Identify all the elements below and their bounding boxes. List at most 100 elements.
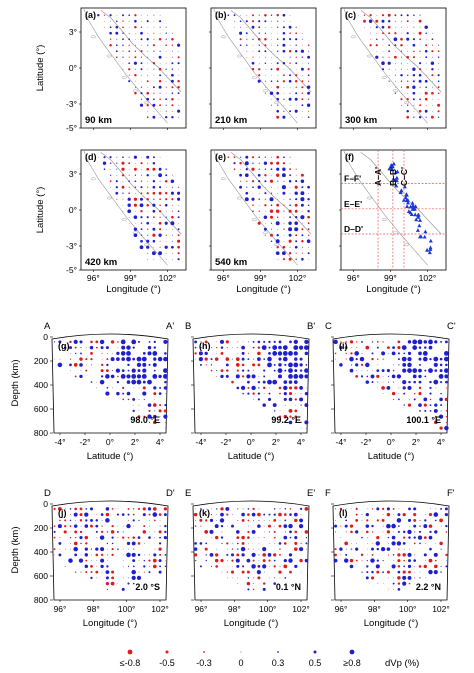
- velocity-dot: [70, 370, 71, 371]
- velocity-dot: [277, 374, 283, 379]
- velocity-dot: [382, 381, 384, 383]
- velocity-dot: [245, 20, 248, 23]
- velocity-dot: [112, 353, 113, 354]
- velocity-dot: [211, 537, 212, 538]
- velocity-dot: [288, 362, 293, 368]
- velocity-dot: [146, 91, 149, 95]
- velocity-dot: [335, 358, 336, 360]
- velocity-dot: [265, 210, 266, 212]
- velocity-dot: [333, 339, 338, 345]
- velocity-dot: [288, 397, 293, 402]
- velocity-dot: [299, 363, 303, 367]
- velocity-dot: [84, 524, 89, 528]
- velocity-dot: [209, 518, 214, 523]
- velocity-dot: [444, 374, 449, 379]
- velocity-dot: [133, 167, 137, 171]
- velocity-dot: [226, 560, 228, 561]
- legend-label: -0.5: [159, 658, 175, 668]
- velocity-dot: [237, 508, 239, 510]
- velocity-dot: [413, 50, 415, 52]
- velocity-dot: [283, 542, 287, 545]
- velocity-dot: [165, 98, 168, 101]
- velocity-dot: [69, 519, 72, 522]
- velocity-dot: [392, 507, 395, 510]
- velocity-dot: [294, 386, 298, 390]
- velocity-dot: [279, 392, 281, 395]
- velocity-dot: [340, 341, 342, 343]
- velocity-dot: [300, 179, 305, 183]
- velocity-dot: [237, 347, 239, 349]
- velocity-dot: [288, 374, 293, 379]
- velocity-dot: [153, 68, 155, 70]
- velocity-dot: [104, 26, 105, 28]
- velocity-dot: [247, 548, 249, 550]
- velocity-dot: [279, 508, 281, 510]
- velocity-dot: [424, 543, 426, 544]
- velocity-dot: [288, 227, 293, 232]
- velocity-dot: [355, 358, 358, 361]
- velocity-dot: [140, 62, 143, 65]
- velocity-dot: [263, 393, 265, 394]
- velocity-dot: [434, 519, 437, 522]
- velocity-dot: [142, 530, 147, 534]
- velocity-dot: [195, 358, 196, 360]
- velocity-dot: [159, 116, 161, 118]
- velocity-dot: [403, 536, 406, 539]
- velocity-dot: [147, 74, 149, 76]
- velocity-dot: [273, 536, 276, 539]
- velocity-dot: [408, 507, 411, 511]
- velocity-dot: [276, 246, 279, 249]
- velocity-dot: [172, 252, 173, 254]
- section-tick-label: 98°: [228, 604, 241, 614]
- velocity-dot: [126, 541, 131, 546]
- velocity-dot: [271, 32, 272, 34]
- velocity-dot: [111, 553, 114, 557]
- velocity-dot: [200, 341, 202, 343]
- profile-label: B–B': [388, 167, 398, 186]
- velocity-dot: [277, 228, 279, 230]
- velocity-dot: [58, 553, 62, 557]
- profile-label: E–E': [344, 199, 362, 209]
- velocity-dot: [142, 380, 146, 384]
- lat-tick-label: 3°: [69, 169, 77, 179]
- velocity-dot: [170, 191, 174, 195]
- velocity-dot: [79, 530, 83, 534]
- velocity-dot: [111, 508, 114, 510]
- velocity-dot: [419, 68, 422, 71]
- velocity-dot: [245, 155, 249, 159]
- velocity-dot: [304, 368, 309, 373]
- velocity-dot: [382, 50, 384, 52]
- velocity-dot: [397, 559, 401, 563]
- velocity-dot: [132, 513, 135, 516]
- velocity-dot: [423, 403, 427, 407]
- velocity-dot: [412, 339, 418, 345]
- velocity-dot: [403, 565, 406, 568]
- velocity-dot: [388, 38, 390, 40]
- velocity-dot: [146, 167, 150, 171]
- velocity-dot: [288, 49, 292, 53]
- velocity-dot: [289, 62, 291, 64]
- velocity-dot: [419, 56, 421, 58]
- velocity-dot: [444, 356, 449, 362]
- velocity-dot: [75, 571, 77, 573]
- station-icon: [401, 198, 406, 202]
- velocity-dot: [392, 554, 395, 556]
- velocity-dot: [146, 38, 149, 41]
- section-panel-k: E E'(k)0.1 °N96° 98° 100° 102°Longitude (°): [185, 488, 315, 629]
- velocity-dot: [231, 559, 234, 562]
- velocity-dot: [195, 520, 196, 521]
- velocity-dot: [105, 507, 110, 511]
- velocity-dot: [198, 351, 203, 356]
- velocity-dot: [220, 346, 224, 349]
- velocity-dot: [413, 542, 416, 545]
- station-icon: [405, 204, 410, 208]
- velocity-dot: [245, 32, 248, 35]
- velocity-dot: [288, 233, 292, 237]
- velocity-dot: [193, 553, 198, 557]
- velocity-dot: [75, 536, 77, 539]
- velocity-dot: [394, 55, 397, 59]
- velocity-dot: [115, 191, 119, 195]
- velocity-dot: [400, 98, 403, 101]
- velocity-dot: [90, 381, 93, 383]
- velocity-dot: [294, 530, 298, 534]
